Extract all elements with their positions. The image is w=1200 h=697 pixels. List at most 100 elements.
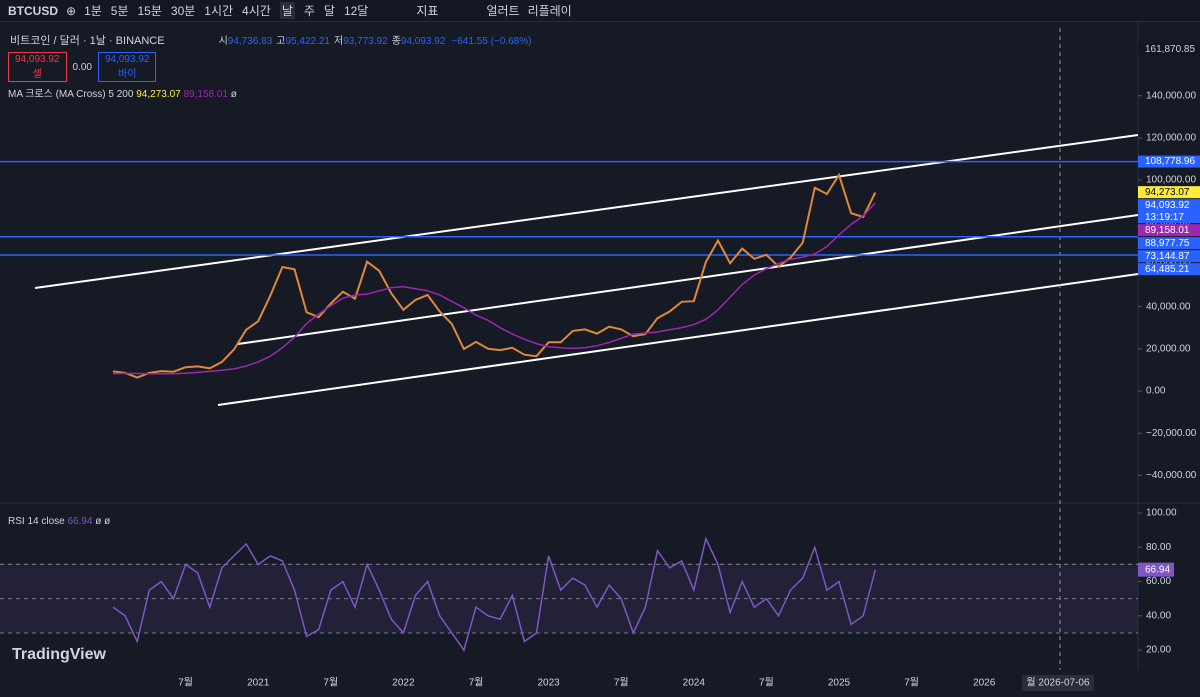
y-tick-label: 100.00 [1146,508,1177,519]
price-label: 89,158.01 [1145,225,1190,236]
x-tick-label: 7월 [904,677,919,689]
price-label-box [1138,199,1200,224]
x-tick-label: 2023 [537,678,560,689]
y-tick-label: 40,000.00 [1146,301,1191,312]
x-tick-label: 2021 [247,678,270,689]
ma-slow: 89,158.01 [183,89,228,100]
buy-price: 94,093.92 [104,54,150,65]
x-tick-label: 2026 [973,678,996,689]
indicators[interactable]: 지표 [416,4,439,18]
rsi-band-fill [0,563,1138,633]
interval[interactable]: 15분 [137,4,162,18]
change: −641.55 (−0.68%) [451,36,532,47]
series-line [112,536,877,652]
toolbar: BTCUSD ⊕ 1분 5분 15분 30분 1시간 4시간 날 주 달 12달 지표 얼러트 리… [0,0,1200,22]
crosshair-label: 월 2026-07-06 [1026,677,1090,689]
price-label-sub: 13:19:17 [1145,212,1184,223]
rsi-legend: RSI 14 close 66.94 ø ø [8,516,110,527]
spread: 0.00 [72,61,92,73]
trade-box: 94,093.92 셀 0.00 94,093.92 바이 [8,52,157,82]
interval[interactable]: 날 [279,2,295,19]
title: 비트코인 / 달러 · 1날 · BINANCE [10,35,165,47]
price-label: 94,273.07 [1145,187,1190,198]
price-label-box [1138,43,1200,56]
y-tick-label: 60.00 [1146,576,1171,587]
price-label: 64,485.21 [1145,264,1190,275]
y-tick-label: 20,000.00 [1146,343,1191,354]
sell-price: 94,093.92 [15,54,60,65]
interval[interactable]: 1분 [84,4,102,18]
buy: 바이 [118,69,137,80]
interval[interactable]: 4시간 [242,4,271,18]
y-tick-label: −20,000.00 [1146,428,1197,439]
price-label-box [1138,237,1200,250]
x-tick-label: 2025 [828,678,851,689]
ohlc-label: 저 [333,36,344,47]
x-tick-label: 2022 [392,678,415,689]
ohlc-label: 고 [276,36,286,47]
interval[interactable]: 12달 [343,4,369,18]
x-tick-label: 7월 [323,677,338,689]
interval[interactable]: 1시간 [204,4,234,18]
x-tick-label: 7월 [469,677,484,689]
ma-flag: ø [230,89,237,100]
interval[interactable]: 5분 [110,4,129,18]
y-tick-label: 120,000.00 [1146,133,1196,144]
interval[interactable]: 30분 [170,4,196,18]
y-tick-label: −40,000.00 [1146,470,1197,481]
rsi-flags: ø ø [95,516,111,527]
y-tick-label: 80.00 [1146,542,1171,553]
buy-button[interactable]: 94,093.92 바이 [97,52,157,82]
watermark: TradingView [12,646,107,663]
x-tick-label: 7월 [759,677,774,689]
trendline [34,134,1139,289]
ma-fast: 94,273.07 [136,89,181,100]
add[interactable]: ⊕ [66,3,77,18]
series-line [112,172,877,379]
ohlc-label: 시 [218,36,228,47]
rsi-value: 66.94 [67,516,93,527]
trendline [237,214,1139,345]
legend-title: 비트코인 / 달러 · 1날 · BINANCE 시94,736.83 고95,42… [10,32,531,48]
price-label-box [1138,224,1200,237]
ohlc-value: 94,736.83 [227,36,273,47]
last-value-box [1138,562,1174,577]
y-tick-label: 0.00 [1146,386,1166,397]
price-label: 108,778.96 [1145,156,1195,167]
price-label: 94,093.92 [1145,200,1190,211]
intervals: 1분 5분 15분 30분 1시간 4시간 날 주 달 12달 [84,2,368,19]
price-label-box [1138,155,1200,168]
x-tick-label: 7월 [614,677,629,689]
x-tick-label: 2024 [683,678,706,689]
replay[interactable]: 리플레이 [527,4,572,18]
symbol[interactable]: BTCUSD [8,3,58,18]
x-tick-label: 7월 [178,677,193,689]
ohlc-value: 93,773.92 [343,36,388,47]
trendline [217,273,1139,406]
last-value-label: 66.94 [1145,564,1170,575]
price-label: 161,870.85 [1145,44,1195,55]
interval[interactable]: 주 [303,4,315,18]
sell-button[interactable]: 94,093.92 셀 [8,52,67,82]
rsi-label: RSI 14 close [8,516,65,527]
y-tick-label: 20.00 [1146,645,1171,656]
ohlc: 시94,736.83 고95,422.21 저93,773.92 종94,093.92 [215,36,446,47]
price-label: 88,977.75 [1145,238,1190,249]
sell: 셀 [32,69,42,80]
ma-legend: MA 크로스 (MA Cross) 5 200 94,273.07 89,158… [8,85,237,100]
ma-label: MA 크로스 (MA Cross) 5 200 [8,89,134,100]
y-tick-label: 40.00 [1146,610,1171,621]
alert[interactable]: 얼러트 [486,4,520,18]
ohlc-value: 95,422.21 [285,36,330,47]
price-label-box [1138,186,1200,199]
crosshair-box [1022,675,1094,691]
y-tick-label: 140,000.00 [1146,90,1196,101]
y-tick-label: 100,000.00 [1146,175,1196,186]
interval[interactable]: 달 [323,4,335,18]
price-label: 73,144.87 [1145,251,1190,262]
price-label-box [1138,263,1200,276]
ohlc-label: 종 [391,36,401,47]
price-label-box [1138,250,1200,263]
